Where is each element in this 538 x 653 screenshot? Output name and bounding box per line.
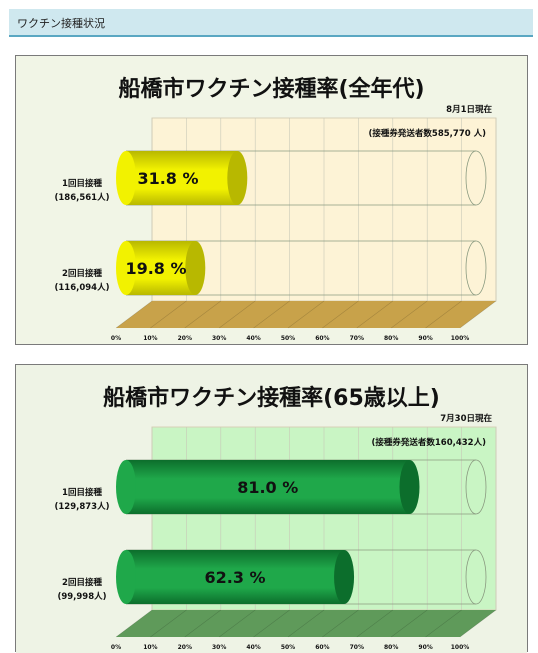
category-count: (186,561人) [55, 192, 110, 203]
tube-end [465, 549, 487, 605]
floor-gridline [287, 300, 325, 329]
chart-panel-65-plus: 0% 10% 20% 30% 40% 50% 60% 70% 80% 90% 100% 船橋市ワクチン… [15, 364, 528, 653]
chart-title: 船橋市ワクチン接種率(全年代) [118, 76, 424, 102]
x-tick-label: 80% [384, 644, 398, 651]
x-tick-label: 80% [384, 335, 398, 342]
chart-65-plus: 0% 10% 20% 30% 40% 50% 60% 70% 80% 90% 100% 船橋市ワクチン… [16, 365, 527, 653]
plot-floor [116, 610, 496, 637]
x-tick-label: 100% [451, 335, 470, 342]
tube-end [465, 240, 487, 296]
floor-gridline [391, 300, 428, 329]
x-tick-label: 90% [418, 335, 432, 342]
floor-gridline [356, 609, 393, 638]
floor-gridline [253, 300, 290, 329]
floor-gridline [425, 609, 462, 638]
category-label: 2回目接種 [62, 268, 102, 279]
category-count: (129,873人) [55, 501, 110, 512]
x-tick-label: 0% [111, 335, 121, 342]
floor-gridline [253, 609, 290, 638]
sub-note: (接種券発送者数160,432人) [372, 437, 487, 448]
tube-end [465, 459, 487, 515]
plot-floor [116, 301, 496, 328]
data-label: 31.8 % [137, 169, 198, 188]
section-title: ワクチン接種状況 [17, 17, 105, 30]
floor-gridline [425, 300, 462, 329]
data-label: 19.8 % [125, 259, 186, 278]
category-label: 1回目接種 [62, 487, 102, 498]
date-note: 7月30日現在 [440, 413, 492, 424]
bar-end-cap [334, 550, 355, 604]
x-tick-label: 20% [178, 335, 192, 342]
chart-title: 船橋市ワクチン接種率(65歳以上) [103, 385, 440, 411]
x-tick-label: 70% [350, 644, 364, 651]
x-tick-label: 60% [315, 335, 329, 342]
chart-panel-all-ages: 0% 10% 20% 30% 40% 50% 60% 70% 80% 90% 100% 船橋市ワクチン… [15, 55, 528, 345]
bar-end-cap [399, 460, 420, 514]
bar [126, 241, 196, 295]
x-tick-label: 50% [281, 644, 295, 651]
x-tick-label: 20% [178, 644, 192, 651]
floor-gridline [115, 609, 153, 638]
x-tick-label: 0% [111, 644, 121, 651]
floor-gridline [356, 300, 393, 329]
floor-gridline [322, 609, 359, 638]
x-tick-label: 90% [418, 644, 432, 651]
bar [126, 151, 238, 205]
bar-end-cap [185, 241, 206, 295]
x-tick-label: 70% [350, 335, 364, 342]
floor-gridline [150, 609, 187, 638]
section-header: ワクチン接種状況 [9, 9, 533, 37]
floor-gridline [219, 609, 256, 638]
floor-gridline [459, 300, 497, 329]
floor-gridline [391, 609, 428, 638]
floor-gridline [322, 300, 359, 329]
x-tick-label: 60% [315, 644, 329, 651]
bar-start-cap [116, 151, 136, 205]
floor-gridline [287, 609, 325, 638]
x-tick-label: 30% [212, 644, 226, 651]
floor-gridline [184, 609, 221, 638]
floor-gridline [115, 300, 153, 329]
date-note: 8月1日現在 [446, 104, 492, 115]
x-tick-label: 10% [143, 644, 157, 651]
category-label: 1回目接種 [62, 178, 102, 189]
bar [126, 550, 345, 604]
x-tick-label: 50% [281, 335, 295, 342]
bar-start-cap [116, 241, 136, 295]
x-tick-label: 100% [451, 644, 470, 651]
bar-start-cap [116, 550, 136, 604]
floor-gridline [184, 300, 221, 329]
x-tick-label: 40% [246, 644, 260, 651]
x-tick-label: 30% [212, 335, 226, 342]
data-label: 62.3 % [204, 568, 265, 587]
bar [126, 460, 410, 514]
bar-end-cap [227, 151, 248, 205]
category-count: (116,094人) [55, 282, 110, 293]
x-tick-label: 40% [246, 335, 260, 342]
floor-gridline [459, 609, 497, 638]
floor-gridline [150, 300, 187, 329]
floor-gridline [219, 300, 256, 329]
sub-note: (接種券発送者数585,770 人) [369, 128, 487, 139]
chart-all-ages: 0% 10% 20% 30% 40% 50% 60% 70% 80% 90% 100% 船橋市ワクチン… [16, 56, 527, 344]
x-tick-label: 10% [143, 335, 157, 342]
category-count: (99,998人) [57, 591, 106, 602]
category-label: 2回目接種 [62, 577, 102, 588]
bar-start-cap [116, 460, 136, 514]
data-label: 81.0 % [237, 478, 298, 497]
tube-end [465, 150, 487, 206]
